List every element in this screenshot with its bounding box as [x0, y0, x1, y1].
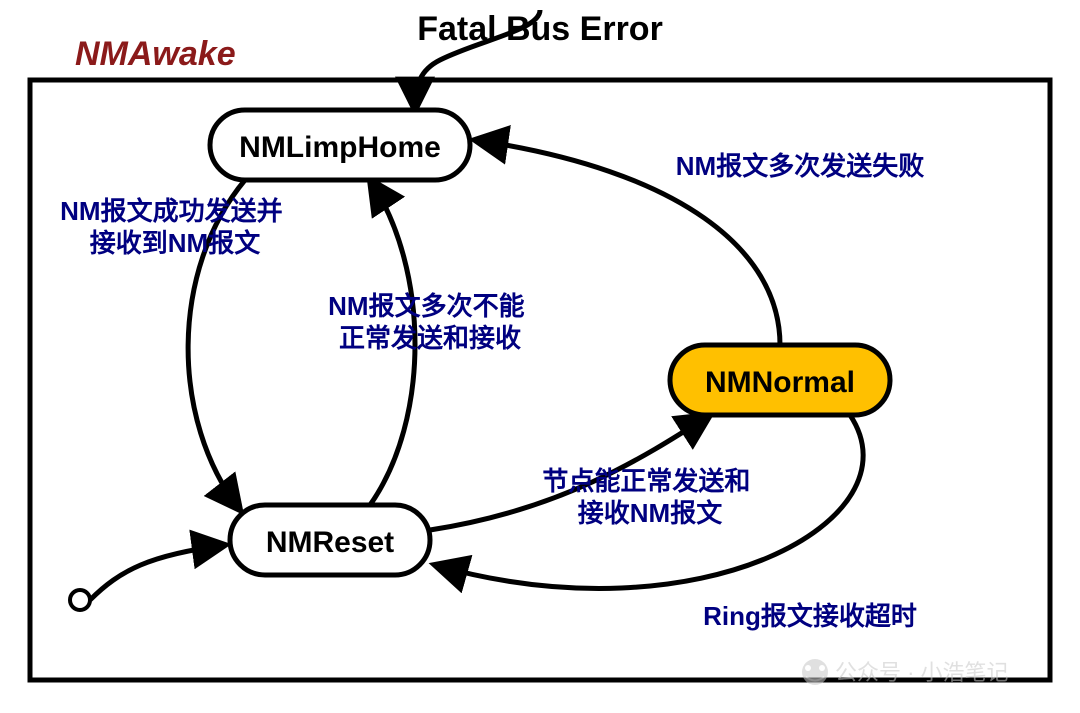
edge-initial-to-reset	[90, 545, 225, 600]
label-reset-to-limphome: NM报文多次不能 正常发送和接收	[328, 291, 532, 353]
label-limphome-to-reset: NM报文成功发送并 接收到NM报文	[60, 196, 290, 258]
label-reset-to-normal: 节点能正常发送和 接收NM报文	[542, 466, 757, 528]
watermark-text: 公众号 · 小浩笔记	[835, 660, 1009, 685]
label-normal-to-limphome: NM报文多次发送失败	[676, 151, 924, 181]
node-limphome-label: NMLimpHome	[239, 131, 441, 164]
node-normal: NMNormal	[670, 345, 890, 415]
node-reset-label: NMReset	[266, 526, 394, 559]
node-normal-label: NMNormal	[705, 366, 855, 399]
state-diagram: NMAwake Fatal Bus Error NMLimpHome NMNor…	[0, 0, 1080, 713]
node-reset: NMReset	[230, 505, 430, 575]
node-limphome: NMLimpHome	[210, 110, 470, 180]
label-normal-to-reset: Ring报文接收超时	[703, 601, 917, 631]
superstate-label: NMAwake	[75, 35, 236, 73]
initial-pseudo-state	[70, 590, 90, 610]
